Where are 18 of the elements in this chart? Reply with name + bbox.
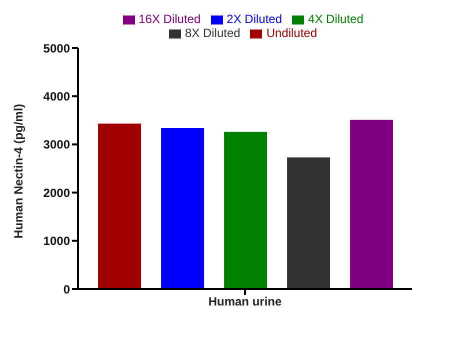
bar <box>287 157 330 289</box>
y-tick-label: 0 <box>63 282 70 296</box>
bar <box>224 132 268 289</box>
legend-label: 2X Diluted <box>226 12 282 26</box>
y-tick-label: 5000 <box>43 41 70 56</box>
bar <box>98 124 142 289</box>
legend-label: Undiluted <box>266 26 318 40</box>
bar <box>350 120 394 289</box>
y-axis-title: Human Nectin-4 (pg/ml) <box>11 104 26 238</box>
y-tick-label: 2000 <box>43 186 70 200</box>
y-tick-label: 3000 <box>43 138 70 152</box>
y-tick-label: 1000 <box>43 234 70 248</box>
legend-label: 16X Diluted <box>138 12 201 26</box>
y-tick-label: 4000 <box>43 89 70 104</box>
legend-label: 8X Diluted <box>184 26 240 40</box>
bar <box>161 128 204 289</box>
x-tick-label: Human urine <box>208 294 282 309</box>
legend-label: 4X Diluted <box>308 12 364 26</box>
